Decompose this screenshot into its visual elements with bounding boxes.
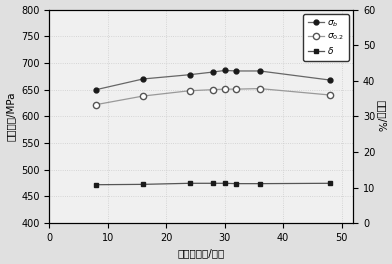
Y-axis label: 延伸率/%: 延伸率/%: [376, 100, 387, 133]
Y-axis label: 抗拉强度/MPa: 抗拉强度/MPa: [5, 92, 16, 141]
Legend: $\sigma_b$, $\sigma_{0.2}$, $\delta$: $\sigma_b$, $\sigma_{0.2}$, $\delta$: [303, 14, 349, 60]
X-axis label: 再时效时间/小时: 再时效时间/小时: [178, 248, 225, 258]
